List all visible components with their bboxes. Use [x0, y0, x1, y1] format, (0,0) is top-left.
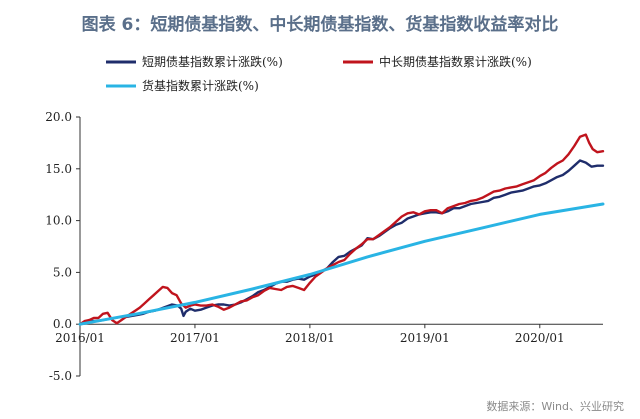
- x-tick-label: 2019/01: [400, 331, 450, 345]
- axes: 20.0 15.0 10.0 5.0 0.0 -5.0 2016/01 2017/01 2018…: [45, 110, 603, 383]
- y-tick-label: 5.0: [53, 265, 72, 279]
- y-tick-label: 15.0: [45, 162, 72, 176]
- x-tick-label: 2020/01: [515, 331, 565, 345]
- x-tick-label: 2017/01: [170, 331, 220, 345]
- y-tick-label: -5.0: [49, 369, 72, 383]
- series-lines: [78, 133, 605, 326]
- y-tick-label: 20.0: [45, 110, 72, 124]
- y-tick-label: 0.0: [53, 317, 72, 331]
- legend-label-3: 货基指数累计涨跌(%): [142, 78, 259, 93]
- series-line-1: [78, 159, 605, 326]
- x-tick-label: 2016/01: [55, 331, 105, 345]
- x-tick-label: 2018/01: [285, 331, 335, 345]
- legend-label-1: 短期债基指数累计涨跌(%): [142, 54, 283, 69]
- series-line-3: [78, 202, 605, 326]
- legend: 短期债基指数累计涨跌(%) 中长期债基指数累计涨跌(%) 货基指数累计涨跌(%): [106, 54, 532, 93]
- chart-title: 图表 6：短期债基指数、中长期债基指数、货基指数收益率对比: [81, 15, 559, 35]
- series-line-2: [78, 133, 605, 326]
- data-source: 数据来源：Wind、兴业研究: [486, 400, 624, 413]
- y-tick-label: 10.0: [45, 214, 72, 228]
- legend-label-2: 中长期债基指数累计涨跌(%): [379, 54, 532, 69]
